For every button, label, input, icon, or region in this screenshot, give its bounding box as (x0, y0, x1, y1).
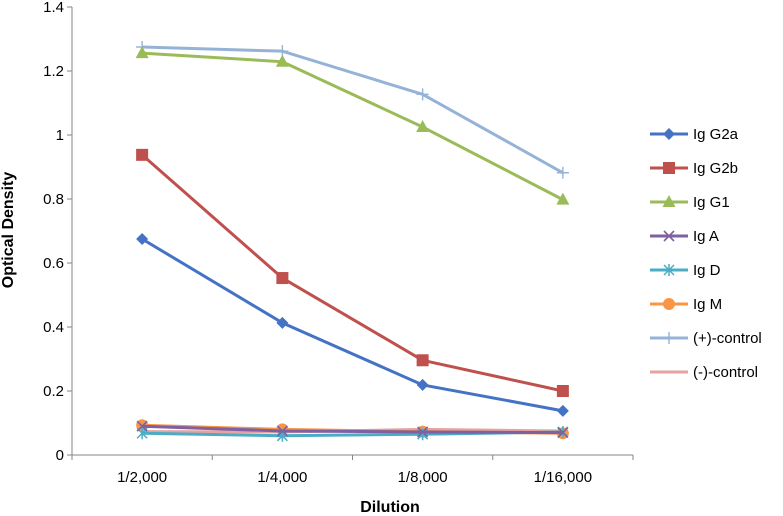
legend-item-ig-a: Ig A (650, 228, 719, 245)
legend-label-ig-d: Ig D (693, 262, 721, 279)
y-tick-label: 1.2 (43, 63, 64, 80)
legend-item-ig-m: Ig M (650, 296, 722, 313)
series-line-ig-a (142, 424, 563, 435)
legend-label-ig-g2b: Ig G2b (693, 160, 738, 177)
legend-item-ig-d: Ig D (650, 262, 721, 279)
y-axis: 0 0.2 0.4 0.6 0.8 1 1.2 1.4 (43, 0, 73, 464)
x-axis-title: Dilution (360, 499, 420, 516)
data-point-ig-a (417, 426, 429, 438)
series-ig-g2b (136, 148, 569, 397)
legend-item-ig-g2b: Ig G2b (650, 160, 738, 177)
data-point-ig-g1 (135, 46, 149, 59)
legend-marker-ig-g2a (663, 128, 675, 140)
series-line-ig-g2b (141, 153, 564, 393)
series-pos-control (136, 41, 569, 179)
data-point-ig-g1 (275, 54, 289, 67)
legend-marker-ig-g2b (663, 162, 675, 174)
data-point-ig-g2a (416, 378, 429, 391)
legend-marker-ig-a (663, 230, 675, 242)
series-line-ig-g2a (141, 237, 564, 413)
data-point-ig-g2b (556, 385, 569, 397)
series-layer (135, 41, 570, 442)
y-tick-label: 0.2 (43, 383, 64, 400)
series-ig-a (136, 420, 569, 439)
data-point-ig-a (136, 420, 148, 432)
data-point-ig-g2a (556, 404, 569, 417)
y-tick-label: 1 (56, 127, 64, 144)
data-point-ig-a (557, 427, 569, 439)
legend-label-ig-g1: Ig G1 (693, 194, 730, 211)
y-tick-label: 0.4 (43, 319, 64, 336)
legend-label-ig-a: Ig A (693, 228, 719, 245)
y-axis-title: Optical Density (0, 172, 17, 289)
legend-marker-pos-control (663, 332, 675, 344)
data-point-ig-g2b (276, 272, 289, 285)
x-axis: 1/2,000 1/4,000 1/8,000 1/16,000 (71, 454, 634, 486)
y-tick-label: 0 (56, 447, 64, 464)
series-ig-g1 (135, 46, 570, 205)
y-tick-label: 0.6 (43, 255, 64, 272)
legend-label-ig-m: Ig M (693, 296, 722, 313)
data-point-ig-g2a (136, 233, 149, 245)
x-tick-label: 1/4,000 (257, 469, 307, 486)
legend-marker-ig-g1 (662, 195, 676, 207)
x-tick-label: 1/16,000 (534, 469, 592, 486)
legend: Ig G2a Ig G2b Ig G1 Ig A Ig D Ig M (+)-control… (650, 126, 762, 381)
legend-item-pos-control: (+)-control (650, 330, 762, 347)
legend-label-ig-g2a: Ig G2a (693, 126, 739, 143)
legend-label-pos-control: (+)-control (693, 330, 762, 347)
data-point-ig-g1 (416, 120, 430, 132)
legend-item-ig-g1: Ig G1 (650, 194, 730, 211)
legend-label-neg-control: (-)-control (693, 364, 758, 381)
series-line-pos-control (142, 45, 564, 175)
series-line-ig-g1 (142, 51, 564, 201)
y-tick-label: 0.8 (43, 191, 64, 208)
data-point-ig-g2a (276, 316, 289, 329)
data-point-ig-g2b (416, 354, 429, 367)
data-point-ig-a (276, 425, 288, 437)
data-point-pos-control (556, 166, 569, 179)
data-point-pos-control (416, 88, 429, 101)
data-point-ig-g2b (136, 148, 149, 161)
legend-marker-ig-m (663, 298, 675, 310)
legend-item-ig-g2a: Ig G2a (650, 126, 739, 143)
y-tick-label: 1.4 (43, 0, 64, 16)
data-point-ig-g1 (556, 192, 570, 205)
x-tick-label: 1/2,000 (117, 469, 167, 486)
legend-marker-ig-d (663, 264, 675, 276)
legend-item-neg-control: (-)-control (650, 364, 758, 381)
x-tick-label: 1/8,000 (398, 469, 448, 486)
series-ig-g2a (136, 233, 569, 417)
